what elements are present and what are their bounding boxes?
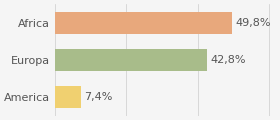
Text: 7,4%: 7,4% — [84, 92, 113, 102]
Bar — [55, 12, 232, 34]
Bar — [55, 49, 207, 71]
Text: 49,8%: 49,8% — [235, 18, 271, 28]
Bar — [55, 86, 81, 108]
Text: 42,8%: 42,8% — [210, 55, 246, 65]
